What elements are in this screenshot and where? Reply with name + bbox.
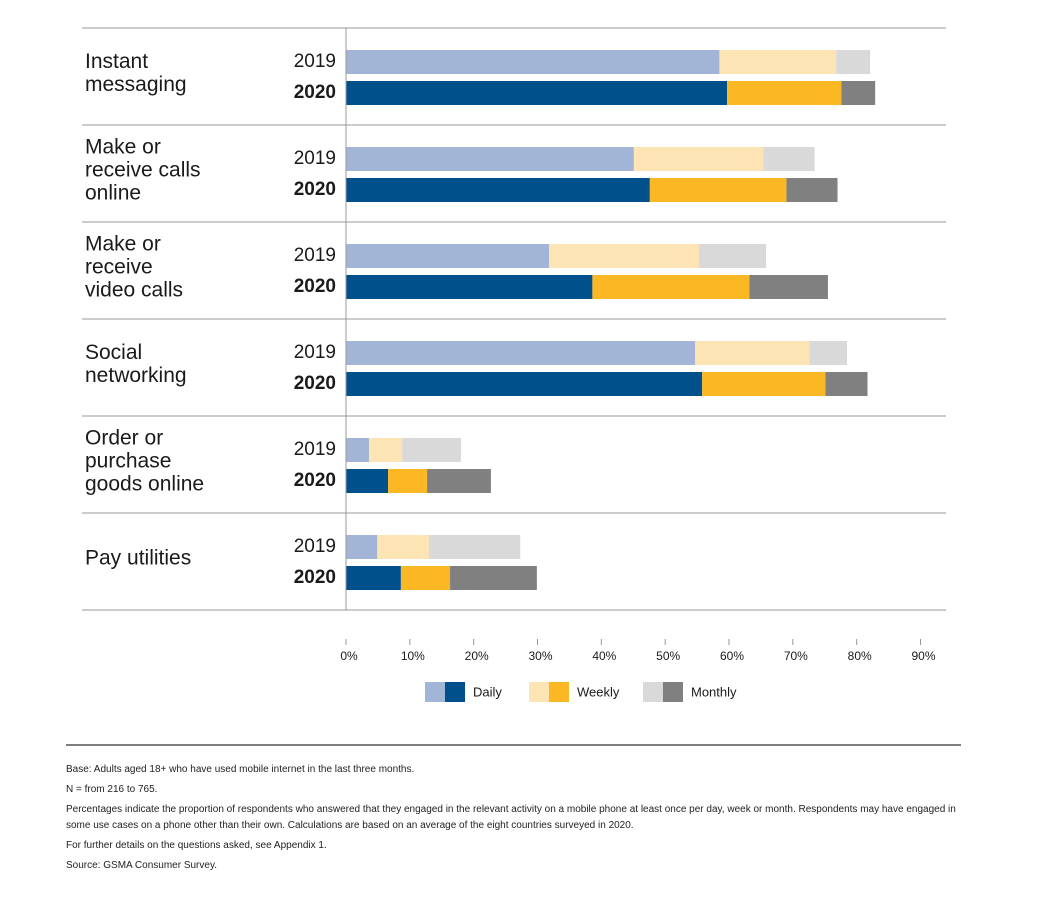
year-label: 2020 (294, 567, 336, 588)
legend-swatch (425, 682, 445, 702)
year-label: 2019 (294, 51, 336, 72)
bar-segment (346, 275, 593, 299)
year-label: 2019 (294, 245, 336, 266)
note: Percentages indicate the proportion of r… (66, 804, 956, 831)
bar-segment (428, 535, 521, 559)
category-label: purchase (85, 450, 171, 473)
bar-segment (346, 341, 696, 365)
year-label: 2019 (294, 439, 336, 460)
year-label: 2020 (294, 276, 336, 297)
x-tick-label: 50% (656, 649, 680, 663)
bar-segment (346, 178, 650, 202)
category-label: goods online (85, 473, 204, 496)
year-label: 2019 (294, 342, 336, 363)
bar-segment (786, 178, 838, 202)
bar-segment (346, 372, 703, 396)
bar-segment (346, 438, 369, 462)
bar-segment (763, 147, 815, 171)
legend-label: Monthly (691, 684, 737, 699)
x-tick-label: 0% (340, 649, 358, 663)
x-tick-label: 30% (528, 649, 552, 663)
note: Source: GSMA Consumer Survey. (66, 860, 217, 871)
category-label: Pay utilities (85, 547, 191, 570)
year-label: 2020 (294, 470, 336, 491)
bar-segment (400, 566, 451, 590)
bar-segment (836, 50, 871, 74)
bar-segment (548, 244, 699, 268)
note: Base: Adults aged 18+ who have used mobi… (66, 764, 415, 775)
legend-label: Daily (473, 684, 502, 699)
category-label: Social (85, 341, 142, 364)
bar-segment (841, 81, 876, 105)
bar-segment (388, 469, 428, 493)
legend-swatch (445, 682, 465, 702)
bar-segment (368, 438, 403, 462)
category-label: Instant (85, 50, 148, 73)
legend-swatch (643, 682, 663, 702)
x-tick-label: 70% (784, 649, 808, 663)
legend-swatch (549, 682, 569, 702)
legend-label: Weekly (577, 684, 620, 699)
year-label: 2019 (294, 536, 336, 557)
year-label: 2020 (294, 373, 336, 394)
legend-swatch (529, 682, 549, 702)
notes: Base: Adults aged 18+ who have used mobi… (66, 762, 956, 878)
bar-segment (346, 469, 389, 493)
bar-segment (633, 147, 764, 171)
category-label: networking (85, 364, 187, 387)
x-tick-label: 40% (592, 649, 616, 663)
year-label: 2020 (294, 179, 336, 200)
category-label: receive (85, 256, 153, 279)
bar-segment (749, 275, 828, 299)
bar-segment (727, 81, 842, 105)
bar-segment (346, 147, 634, 171)
category-label: receive calls (85, 159, 201, 182)
bar-segment (450, 566, 537, 590)
category-label: Make or (85, 136, 161, 159)
bar-segment (719, 50, 837, 74)
x-tick-label: 60% (720, 649, 744, 663)
bar-segment (649, 178, 787, 202)
bar-segment (346, 81, 728, 105)
bar-segment (695, 341, 810, 365)
bar-segment (698, 244, 767, 268)
bar-segment (825, 372, 868, 396)
bar-segment (427, 469, 491, 493)
bar-segment (346, 244, 549, 268)
bar-segment (346, 535, 378, 559)
x-tick-label: 10% (401, 649, 425, 663)
note: N = from 216 to 765. (66, 784, 158, 795)
bar-segment (809, 341, 848, 365)
bar-segment (346, 566, 401, 590)
bar-segment (702, 372, 826, 396)
category-label: Make or (85, 233, 161, 256)
bar-segment (377, 535, 429, 559)
bar-segment (346, 50, 720, 74)
x-tick-label: 90% (911, 649, 935, 663)
year-label: 2020 (294, 82, 336, 103)
category-label: Order or (85, 427, 163, 450)
category-label: online (85, 182, 141, 205)
bar-segment (592, 275, 750, 299)
note: For further details on the questions ask… (66, 840, 327, 851)
year-label: 2019 (294, 148, 336, 169)
x-tick-label: 80% (848, 649, 872, 663)
legend-swatch (663, 682, 683, 702)
category-label: messaging (85, 73, 187, 96)
bar-segment (402, 438, 461, 462)
category-label: video calls (85, 279, 183, 302)
x-tick-label: 20% (465, 649, 489, 663)
